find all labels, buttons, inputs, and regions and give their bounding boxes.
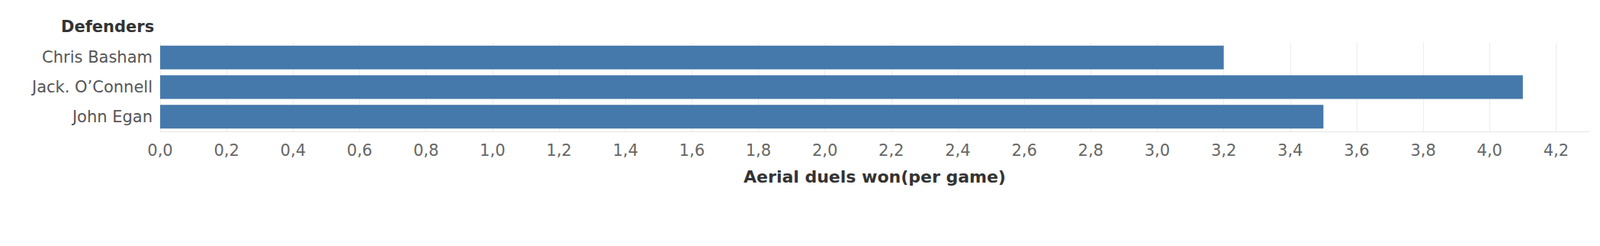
svg-text:0,4: 0,4 (280, 141, 306, 160)
svg-text:0,0: 0,0 (147, 141, 173, 160)
svg-text:1,4: 1,4 (612, 141, 638, 160)
svg-text:0,2: 0,2 (213, 141, 239, 160)
svg-text:2,8: 2,8 (1078, 141, 1104, 160)
svg-text:3,0: 3,0 (1144, 141, 1170, 160)
svg-text:0,8: 0,8 (413, 141, 439, 160)
svg-text:1,0: 1,0 (479, 141, 505, 160)
svg-text:3,6: 3,6 (1343, 141, 1369, 160)
svg-text:Aerial duels won(per game): Aerial duels won(per game) (743, 167, 1006, 187)
svg-text:0,6: 0,6 (346, 141, 373, 160)
svg-text:Defenders: Defenders (61, 17, 155, 36)
svg-text:2,4: 2,4 (944, 141, 971, 160)
svg-text:4,2: 4,2 (1543, 141, 1569, 160)
svg-text:3,4: 3,4 (1277, 141, 1303, 160)
svg-text:1,8: 1,8 (745, 141, 772, 160)
svg-text:2,2: 2,2 (878, 141, 904, 160)
svg-text:1,2: 1,2 (546, 141, 572, 160)
svg-text:4,0: 4,0 (1477, 141, 1503, 160)
svg-text:1,6: 1,6 (679, 141, 705, 160)
svg-text:2,6: 2,6 (1011, 141, 1037, 160)
svg-text:2,0: 2,0 (812, 141, 838, 160)
svg-text:3,2: 3,2 (1211, 141, 1237, 160)
svg-text:John Egan: John Egan (70, 107, 153, 126)
svg-text:3,8: 3,8 (1410, 141, 1436, 160)
svg-text:Chris Basham: Chris Basham (41, 48, 153, 67)
svg-text:Jack. O’Connell: Jack. O’Connell (30, 77, 153, 97)
